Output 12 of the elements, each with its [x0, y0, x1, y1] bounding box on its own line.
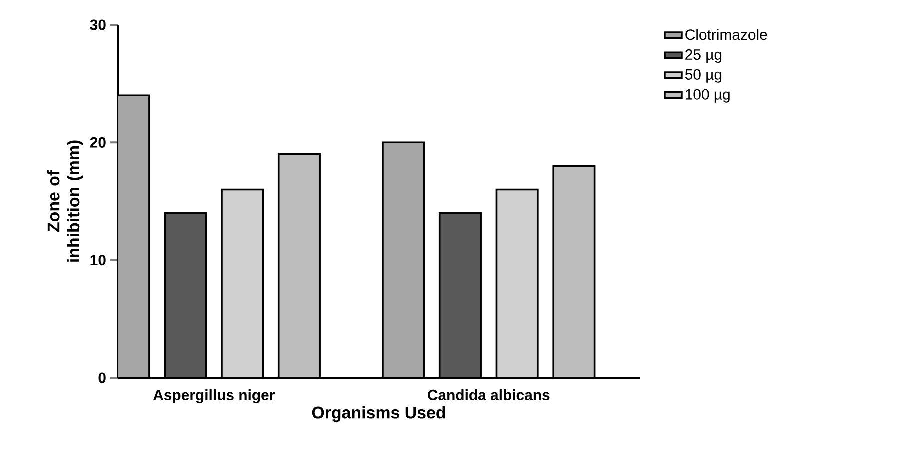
legend-label: 25 µg	[686, 49, 722, 64]
y-tick-label: 30	[90, 20, 106, 30]
y-tick-label: 20	[90, 137, 106, 148]
x-tick-label: Candida albicans	[428, 390, 550, 400]
y-axis-title: Zone of inhibition (mm)	[47, 140, 84, 262]
legend-label: 100 µg	[686, 89, 730, 103]
legend-label: Clotrimazole	[686, 29, 768, 40]
x-tick-label: Aspergillus niger	[154, 390, 275, 404]
x-axis-title: Organisms Used	[312, 406, 446, 422]
y-tick-label: 10	[90, 255, 106, 266]
legend-label: 50 µg	[685, 69, 722, 83]
y-tick-label: 0	[98, 372, 106, 384]
